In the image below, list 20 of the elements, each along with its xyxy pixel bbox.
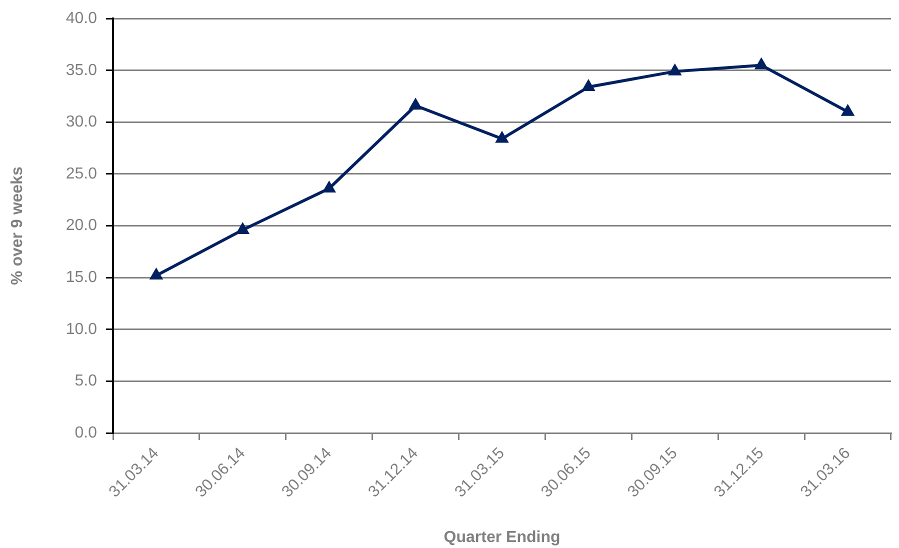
point (668, 64, 682, 76)
y-tick-label: 25.0 (66, 165, 98, 182)
y-tick-label: 20.0 (66, 217, 98, 234)
point (408, 98, 422, 110)
y-tick-label: 5.0 (74, 372, 98, 390)
y-axis-title: % over 9 weeks (9, 166, 26, 285)
y-tick-label: 30.0 (66, 114, 98, 131)
point (322, 181, 336, 193)
point (236, 222, 250, 234)
point (495, 131, 509, 143)
y-tick-label: 35.0 (66, 62, 98, 79)
y-tick-label: 15.0 (66, 269, 98, 286)
point (754, 58, 768, 70)
y-tick-label: 0.0 (74, 424, 98, 442)
point (582, 79, 596, 91)
y-tick-label: 10.0 (66, 320, 98, 338)
y-tick-label: 40.0 (66, 10, 98, 28)
point (841, 104, 854, 116)
point (150, 268, 163, 280)
x-axis-title: Quarter Ending (444, 528, 560, 546)
